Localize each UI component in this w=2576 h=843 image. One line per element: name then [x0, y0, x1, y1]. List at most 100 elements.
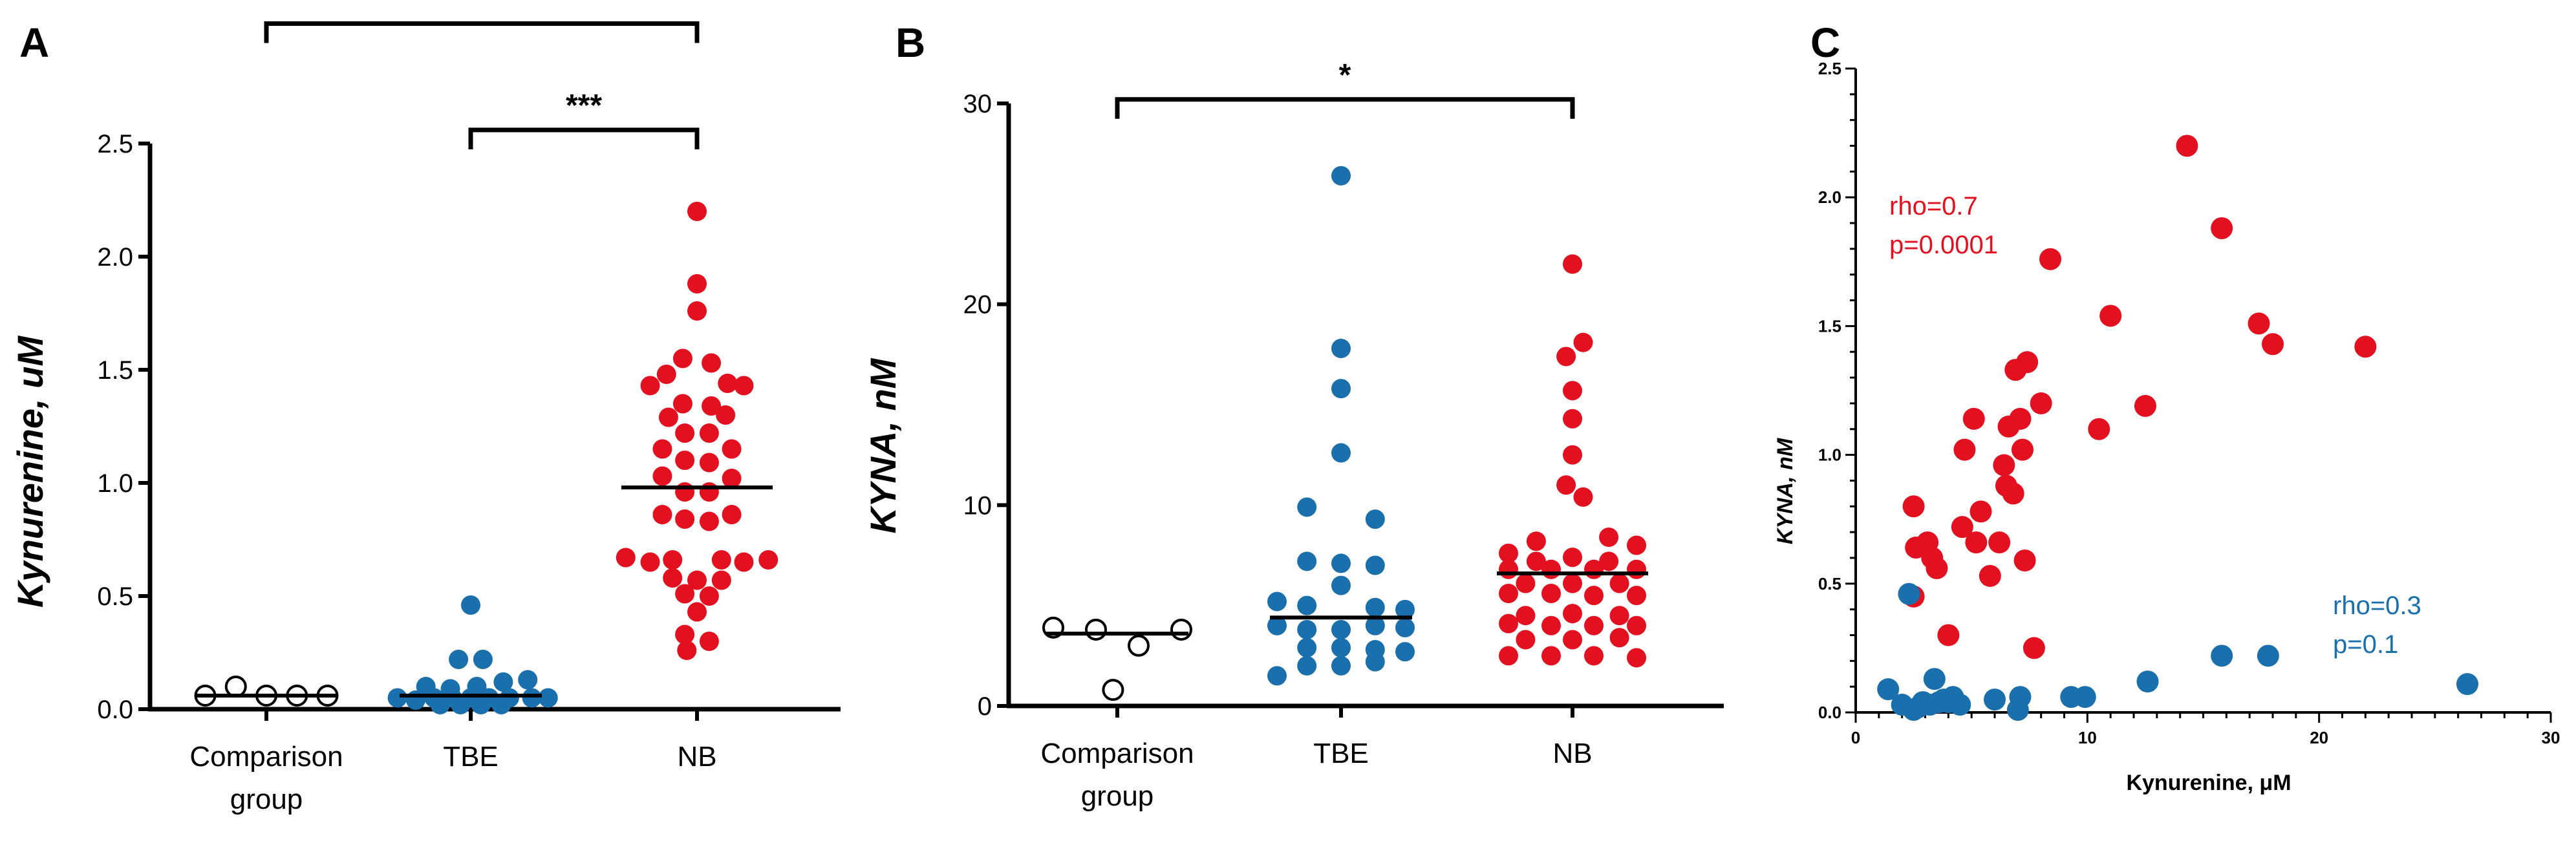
- A-data-point: [451, 695, 471, 714]
- B-data-point: [1365, 652, 1385, 672]
- c-y-tick-label: 0.0: [1818, 703, 1841, 722]
- A-data-point: [675, 451, 695, 470]
- B-data-point: [1297, 656, 1317, 676]
- B-data-point: [1573, 487, 1593, 507]
- A-data-point: [430, 695, 450, 714]
- A-data-point: [652, 505, 672, 524]
- B-data-point: [1297, 619, 1317, 639]
- c-data-point: [2134, 394, 2156, 417]
- A-data-point: [473, 650, 493, 669]
- c-data-point: [2002, 482, 2024, 505]
- B-data-point: [1541, 559, 1561, 579]
- B-data-point: [1267, 615, 1287, 635]
- A-y-tick-label: 2.0: [97, 243, 133, 272]
- B-data-point: [1584, 646, 1604, 666]
- A-data-point: [718, 374, 738, 393]
- c-data-point: [1902, 495, 1925, 518]
- A-y-tick-label: 1.0: [97, 469, 133, 498]
- c-data-point: [1965, 531, 1988, 554]
- A-data-point: [734, 376, 754, 396]
- c-data-point: [1951, 516, 1973, 539]
- B-data-point: [1395, 617, 1415, 637]
- panel-c-axes: 0 10 20 30 0.0 0.5 1.0 1.5 2.0 2.5: [1818, 59, 2560, 747]
- c-data-point: [1993, 454, 2015, 476]
- c-data-point: [2012, 438, 2034, 461]
- B-data-point: [1331, 443, 1351, 463]
- c-data-point: [2016, 351, 2039, 374]
- panel-b-axes: 0 10 20 30 Comparison group TBE NB: [963, 90, 1724, 812]
- panel-b-kyna-dotplot: B KYNA, nM 0 10 20 30 Comparison group TBE NB *: [863, 19, 1724, 812]
- c-x-tick-label: 0: [1851, 728, 1860, 747]
- panel-c-letter: C: [1810, 19, 1840, 66]
- B-data-point: [1365, 509, 1385, 529]
- B-data-point: [1541, 615, 1561, 635]
- c-data-point: [1953, 438, 1976, 461]
- panel-c-correlation-scatter: C KYNA, nM Kynurenine, μM 0 10 20 30 0.0 0.5 1…: [1773, 19, 2560, 795]
- B-data-point: [1102, 679, 1124, 701]
- B-data-point: [1627, 586, 1646, 606]
- c-data-point: [1962, 407, 1985, 430]
- B-data-point: [1331, 637, 1351, 657]
- c-data-point: [1937, 624, 1960, 646]
- B-data-point: [1267, 592, 1287, 612]
- A-category-label: TBE: [443, 741, 499, 773]
- B-data-point: [1609, 606, 1629, 626]
- A-data-point: [663, 568, 683, 588]
- B-data-point: [1584, 586, 1604, 606]
- B-data-point: [1365, 555, 1385, 575]
- B-significance-label: *: [1339, 58, 1351, 92]
- A-data-point: [449, 650, 469, 669]
- A-significance-bracket: [468, 127, 700, 149]
- B-data-point: [1085, 618, 1107, 641]
- B-data-point: [1584, 615, 1604, 635]
- B-data-point: [1499, 584, 1518, 604]
- B-data-point: [1573, 332, 1593, 352]
- c-y-tick-label: 2.5: [1818, 59, 1841, 78]
- B-data-point: [1627, 648, 1646, 668]
- B-data-point: [1331, 619, 1351, 639]
- A-y-tick-label: 2.5: [97, 130, 133, 158]
- panel-b-y-axis-label: KYNA, nM: [863, 357, 903, 533]
- c-correlation-annotation: rho=0.3: [2333, 592, 2421, 620]
- B-data-point: [1541, 646, 1561, 666]
- c-data-point: [2088, 418, 2110, 440]
- panel-a-axes: 0.0 0.5 1.0 1.5 2.0 2.5 Comparison group TBE NB: [97, 130, 841, 815]
- A-data-point: [687, 202, 707, 221]
- A-data-point: [711, 550, 731, 570]
- c-correlation-annotation: p=0.0001: [1889, 231, 1998, 259]
- A-data-point: [522, 688, 542, 708]
- c-data-point: [1923, 668, 1946, 690]
- A-data-point: [675, 482, 695, 502]
- A-data-point: [687, 301, 707, 321]
- panel-b-marks: *: [1042, 58, 1648, 701]
- A-data-point: [491, 695, 511, 714]
- c-x-tick-label: 20: [2310, 728, 2328, 747]
- A-data-point: [716, 405, 736, 425]
- A-data-point: [702, 353, 722, 373]
- B-data-point: [1331, 379, 1351, 399]
- B-data-point: [1609, 573, 1629, 593]
- B-data-point: [1499, 559, 1518, 579]
- panel-a-y-axis-label: Kynurenine, uM: [10, 336, 50, 608]
- c-data-point: [2354, 336, 2377, 358]
- panel-c-y-axis-label: KYNA, nM: [1773, 438, 1798, 544]
- B-data-point: [1563, 381, 1582, 401]
- c-correlation-annotation: rho=0.7: [1889, 192, 1978, 220]
- c-data-point: [2023, 637, 2045, 659]
- A-data-point: [687, 570, 707, 590]
- c-data-point: [1970, 500, 1992, 523]
- B-data-point: [1499, 614, 1518, 634]
- B-data-point: [1331, 656, 1351, 676]
- B-category-label: TBE: [1313, 738, 1369, 769]
- B-data-point: [1516, 606, 1536, 626]
- panel-a-marks: *** ***: [194, 0, 778, 714]
- panel-c-x-axis-label: Kynurenine, μM: [2126, 771, 2291, 795]
- A-category-label: NB: [677, 741, 716, 773]
- B-data-point: [1516, 573, 1536, 593]
- B-data-point: [1541, 584, 1561, 604]
- c-data-point: [1988, 531, 2011, 554]
- A-data-point: [675, 423, 695, 443]
- A-data-point: [702, 396, 722, 416]
- B-y-tick-label: 30: [963, 90, 993, 118]
- B-data-point: [1331, 165, 1351, 186]
